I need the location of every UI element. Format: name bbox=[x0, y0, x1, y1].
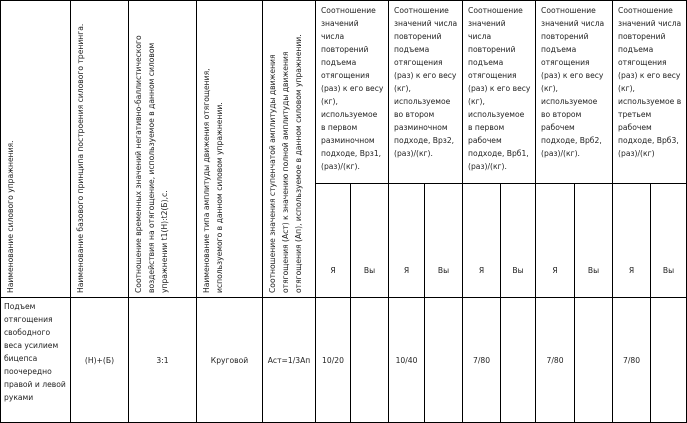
cell-amplitude-ratio: Аст=1/3Ап bbox=[262, 297, 316, 423]
cell-amplitude-type: Круговой bbox=[196, 297, 263, 423]
table-row: Подъем отягощения свободного веса усилие… bbox=[0, 297, 687, 423]
subheader-me: Я bbox=[535, 183, 576, 298]
cell-time-ratio: 3:1 bbox=[128, 297, 197, 423]
cell-work-1-me: 7/80 bbox=[462, 297, 502, 423]
cell-exercise: Подъем отягощения свободного веса усилие… bbox=[0, 297, 71, 423]
header-work-1: Соотношение значений числа повторений по… bbox=[462, 0, 537, 184]
header-time-ratio: Соотношение временных значений негативно… bbox=[128, 0, 197, 298]
subheader-you: Вы bbox=[424, 183, 464, 298]
cell-work-1-you bbox=[500, 297, 537, 423]
cell-work-3-me: 7/80 bbox=[612, 297, 652, 423]
header-exercise: Наименование силового упражнения. bbox=[0, 0, 71, 298]
header-warmup-1: Соотношение значений числа повторений по… bbox=[314, 0, 390, 184]
cell-work-2-me: 7/80 bbox=[535, 297, 576, 423]
header-amplitude-type: Наименование типа амплитуды движения отя… bbox=[196, 0, 263, 298]
subheader-you: Вы bbox=[574, 183, 614, 298]
subheader-you: Вы bbox=[349, 183, 390, 298]
header-warmup-2: Соотношение значений числа повторений по… bbox=[388, 0, 464, 184]
header-principle: Наименование базового принципа построени… bbox=[70, 0, 129, 298]
cell-work-2-you bbox=[574, 297, 614, 423]
cell-warmup-2-me: 10/40 bbox=[388, 297, 426, 423]
cell-work-3-you bbox=[650, 297, 687, 423]
subheader-you: Вы bbox=[500, 183, 537, 298]
header-amplitude-ratio: Соотношение значения ступенчатой амплиту… bbox=[262, 0, 316, 298]
header-work-3: Соотношение значений числа повторений по… bbox=[612, 0, 687, 184]
cell-warmup-1-you bbox=[349, 297, 390, 423]
header-work-2: Соотношение значений числа повторений по… bbox=[535, 0, 614, 184]
subheader-me: Я bbox=[612, 183, 652, 298]
subheader-me: Я bbox=[462, 183, 502, 298]
cell-warmup-1-me: 10/20 bbox=[315, 297, 351, 423]
cell-warmup-2-you bbox=[424, 297, 464, 423]
subheader-me: Я bbox=[388, 183, 426, 298]
cell-principle: (Н)+(Б) bbox=[70, 297, 129, 423]
subheader-you: Вы bbox=[650, 183, 687, 298]
subheader-me: Я bbox=[315, 183, 351, 298]
